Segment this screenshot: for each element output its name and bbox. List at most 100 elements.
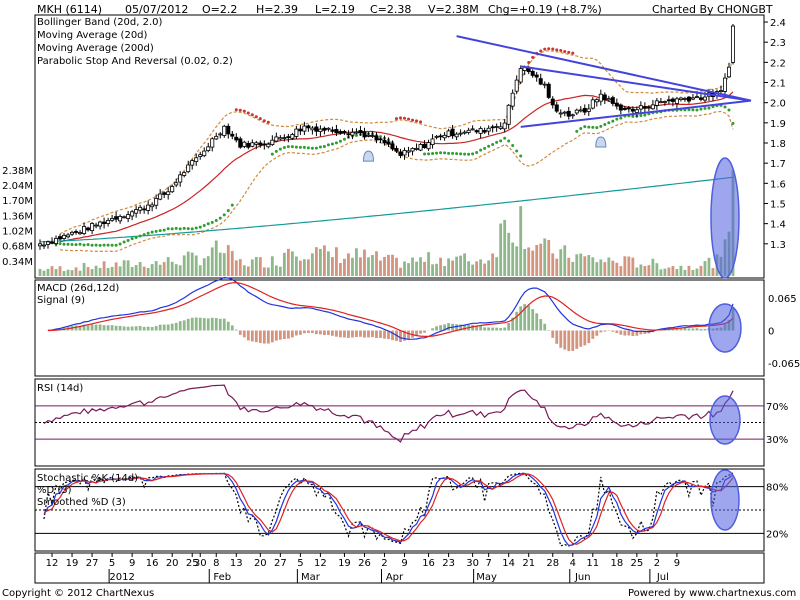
volume-bar <box>619 266 623 276</box>
macd-histogram-bar <box>154 325 158 331</box>
candle-body <box>102 221 107 225</box>
volume-bar <box>491 253 495 276</box>
candle-body <box>158 193 163 200</box>
macd-histogram-bar <box>687 328 691 331</box>
candle-body <box>570 114 575 117</box>
macd-histogram-bar <box>114 325 118 331</box>
candle-body <box>342 130 347 134</box>
macd-histogram-bar <box>331 330 334 336</box>
candle-body <box>38 243 43 247</box>
candle-body <box>218 133 223 136</box>
volume-bar <box>306 259 310 276</box>
candle-body <box>594 99 599 103</box>
macd-histogram-bar <box>363 330 366 338</box>
candle-body <box>470 128 475 131</box>
candle-body <box>166 191 171 195</box>
volume-bar <box>102 261 106 276</box>
macd-histogram-bar <box>194 317 198 331</box>
candle-body <box>338 131 343 134</box>
macd-histogram-bar <box>519 306 523 331</box>
psar-dot <box>443 151 447 155</box>
candle-body <box>402 150 407 156</box>
candle-body <box>346 133 351 136</box>
candle-body <box>314 126 319 132</box>
volume-bar <box>206 256 210 276</box>
macd-histogram-bar <box>262 330 266 344</box>
macd-histogram-bar <box>122 326 126 331</box>
candle-body <box>694 96 699 99</box>
psar-dot <box>571 51 575 55</box>
psar-dot <box>194 226 198 230</box>
psar-dot <box>218 216 222 220</box>
psar-dot <box>419 120 423 124</box>
psar-dot <box>334 141 338 145</box>
macd-histogram-bar <box>266 330 270 344</box>
macd-histogram-bar <box>679 327 683 331</box>
macd-histogram-bar <box>591 330 595 339</box>
candle-body <box>362 131 367 138</box>
volume-bar <box>683 269 687 276</box>
date-tick-label: 5 <box>109 558 115 569</box>
candle-body <box>546 83 551 98</box>
volume-bar <box>559 249 563 276</box>
candle-body <box>574 109 579 114</box>
macd-histogram-bar <box>178 321 182 331</box>
candle-body <box>538 78 543 85</box>
candle-body <box>294 128 299 137</box>
psar-dot <box>202 223 206 227</box>
macd-histogram-bar <box>290 330 294 338</box>
macd-histogram-bar <box>226 321 230 331</box>
psar-dot <box>130 237 134 241</box>
legend-ma200: Moving Average (200d) <box>37 43 154 54</box>
volume-bar <box>467 261 471 276</box>
legend-stoch-k: Stochastic %K (14d) <box>37 473 138 484</box>
macd-histogram-bar <box>202 318 206 331</box>
volume-bar <box>575 254 579 276</box>
macd-histogram-bar <box>555 330 559 344</box>
volume-bar <box>343 258 346 276</box>
candle-body <box>70 231 75 235</box>
price-tick-label: 2.0 <box>770 99 786 110</box>
macd-histogram-bar <box>106 325 110 331</box>
volume-bar <box>202 258 206 276</box>
macd-histogram-bar <box>511 317 515 331</box>
candle-body <box>358 130 363 134</box>
volume-bar <box>266 267 270 276</box>
candle-body <box>554 104 559 112</box>
psar-dot <box>78 242 82 246</box>
support-trendline <box>520 99 752 128</box>
macd-histogram-bar <box>419 330 422 334</box>
macd-panel-frame <box>34 279 765 377</box>
candle-body <box>134 209 139 214</box>
candle-body <box>142 208 147 211</box>
macd-histogram-bar <box>206 318 210 331</box>
macd-histogram-bar <box>250 330 254 342</box>
psar-dot <box>615 117 619 121</box>
volume-bar <box>427 252 430 276</box>
price-tick-label: 2.4 <box>770 18 786 29</box>
candle-body <box>498 126 503 129</box>
candle-body <box>98 221 103 227</box>
candle-body <box>154 198 159 206</box>
bell-icon <box>595 136 607 148</box>
psar-dot <box>246 111 250 115</box>
candle-body <box>222 125 227 136</box>
candle-body <box>318 128 323 132</box>
volume-bar <box>118 266 122 276</box>
candle-body <box>370 135 375 137</box>
psar-dot <box>138 234 142 238</box>
psar-dot <box>354 133 358 137</box>
legend-psar: Parabolic Stop And Reversal (0.02, 0.2) <box>37 56 233 67</box>
volume-bar <box>707 257 711 276</box>
macd-histogram-bar <box>90 324 94 331</box>
candle-body <box>46 241 51 245</box>
macd-histogram-bar <box>146 326 150 331</box>
psar-dot <box>342 137 346 141</box>
macd-histogram-bar <box>503 327 507 331</box>
month-label: Feb <box>213 572 231 583</box>
psar-dot <box>94 243 98 247</box>
psar-dot <box>378 135 382 139</box>
psar-dot <box>150 230 154 234</box>
candle-body <box>238 138 243 148</box>
date-tick-label: 21 <box>522 558 535 569</box>
